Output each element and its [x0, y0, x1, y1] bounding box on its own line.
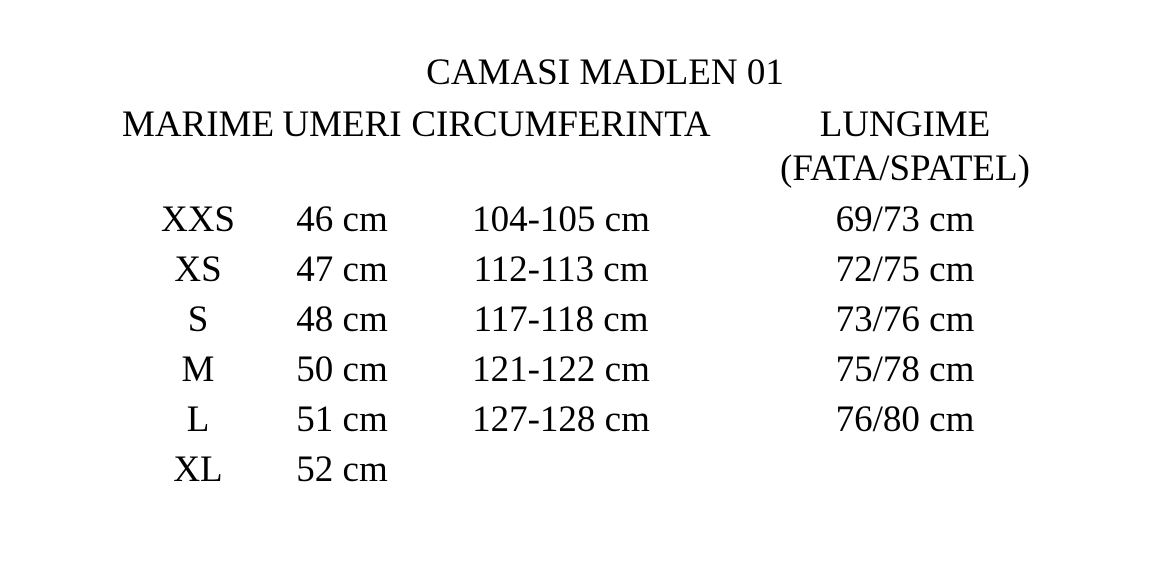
lungime-cell: [714, 445, 1096, 495]
column-header-circumferinta: CIRCUMFERINTA: [408, 103, 714, 195]
umeri-cell: 47 cm: [296, 249, 388, 290]
lungime-cell: 73/76 cm: [835, 299, 975, 340]
size-cell: XXS: [160, 199, 236, 240]
size-table: MARIME UMERI CIRCUMFERINTA LUNGIME (FATA…: [120, 103, 1096, 495]
circumferinta-cell: [408, 445, 714, 495]
size-cell: XL: [173, 449, 223, 490]
column-header-label: MARIME: [121, 104, 275, 145]
umeri-cell: 51 cm: [296, 399, 388, 440]
umeri-cell: 48 cm: [296, 299, 388, 340]
column-header-marime: MARIME: [120, 103, 276, 195]
lungime-cell: 75/78 cm: [835, 349, 975, 390]
column-header-subline: (FATA/SPATEL): [780, 148, 1030, 189]
size-cell: M: [181, 349, 215, 390]
lungime-cell: 69/73 cm: [835, 199, 975, 240]
circumferinta-cell: 127-128 cm: [472, 399, 650, 440]
column-header-label: UMERI: [282, 104, 402, 145]
column-header-label: LUNGIME: [819, 104, 991, 145]
circumferinta-cell: 117-118 cm: [473, 299, 649, 340]
column-header-label: CIRCUMFERINTA: [411, 104, 711, 145]
circumferinta-cell: 121-122 cm: [472, 349, 650, 390]
umeri-cell: 50 cm: [296, 349, 388, 390]
lungime-cell: 72/75 cm: [835, 249, 975, 290]
size-cell: L: [186, 399, 210, 440]
size-cell: S: [187, 299, 209, 340]
column-header-umeri: UMERI: [276, 103, 408, 195]
umeri-cell: 46 cm: [296, 199, 388, 240]
lungime-cell: 76/80 cm: [835, 399, 975, 440]
column-header-lungime: LUNGIME (FATA/SPATEL): [714, 103, 1096, 195]
size-cell: XS: [174, 249, 222, 290]
page-title: CAMASI MADLEN 01: [426, 52, 784, 93]
circumferinta-cell: 104-105 cm: [472, 199, 650, 240]
circumferinta-cell: 112-113 cm: [473, 249, 649, 290]
umeri-cell: 52 cm: [296, 449, 388, 490]
